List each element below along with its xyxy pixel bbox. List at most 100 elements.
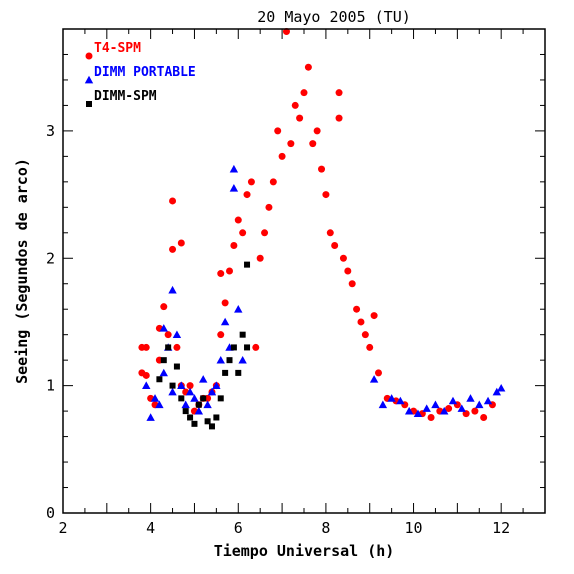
data-point (235, 369, 242, 376)
data-point (221, 299, 229, 307)
data-point (396, 396, 405, 405)
data-point (440, 406, 449, 415)
x-tick-label: 10 (405, 519, 423, 537)
data-point (480, 413, 488, 421)
data-point (217, 270, 225, 278)
x-tick-label: 2 (58, 519, 67, 537)
data-point (222, 369, 229, 376)
data-point (177, 381, 186, 389)
data-point (177, 239, 185, 247)
data-point (256, 254, 264, 262)
data-point (213, 414, 220, 421)
data-point (230, 242, 238, 250)
data-point (234, 216, 242, 224)
data-point (217, 395, 224, 402)
data-point (466, 394, 475, 402)
data-point (361, 331, 369, 339)
series-1 (142, 164, 506, 421)
data-point (142, 381, 151, 389)
data-point (172, 330, 182, 339)
data-point (344, 267, 352, 275)
data-point (475, 400, 484, 409)
data-point (160, 303, 168, 311)
data-point (239, 229, 247, 237)
data-point (448, 396, 458, 405)
data-point (339, 254, 347, 262)
data-point (156, 376, 163, 383)
data-point (261, 229, 269, 237)
x-tick-label: 8 (321, 519, 330, 537)
data-point (471, 407, 479, 415)
y-tick-label: 2 (46, 249, 55, 267)
data-point (427, 413, 435, 421)
data-point (168, 387, 177, 396)
data-point (185, 387, 195, 396)
x-axis-label: Tiempo Universal (h) (214, 542, 395, 560)
data-point (374, 369, 382, 377)
data-point (483, 396, 493, 405)
data-point (159, 368, 168, 377)
data-point (244, 344, 251, 351)
data-point (348, 280, 356, 288)
data-points (138, 28, 506, 430)
data-point (203, 400, 212, 409)
data-point (181, 400, 190, 409)
data-point (226, 267, 234, 275)
x-tick-label: 4 (146, 519, 155, 537)
data-point (165, 344, 172, 351)
data-point (353, 305, 361, 313)
data-point (142, 371, 150, 379)
data-point (230, 344, 237, 351)
data-point (431, 400, 440, 409)
data-point (160, 357, 167, 364)
data-point (204, 418, 211, 425)
data-point (173, 363, 180, 370)
legend-marker (86, 101, 92, 107)
data-point (313, 127, 321, 135)
x-tick-label: 6 (234, 519, 243, 537)
data-point (207, 387, 217, 396)
data-point (331, 242, 339, 250)
data-point (304, 63, 312, 71)
data-point (318, 165, 326, 173)
data-point (335, 114, 343, 122)
data-point (445, 405, 453, 413)
data-point (457, 404, 466, 412)
data-point (244, 261, 251, 268)
chart-title: 20 Mayo 2005 (TU) (257, 8, 411, 26)
data-point (282, 28, 290, 36)
data-point (291, 101, 299, 109)
data-point (155, 400, 164, 409)
data-point (309, 140, 317, 148)
legend-marker (85, 52, 93, 60)
data-point (278, 152, 286, 160)
data-point (252, 343, 260, 351)
data-point (220, 317, 230, 326)
y-tick-label: 3 (46, 122, 55, 140)
data-point (190, 394, 199, 402)
data-point (322, 191, 330, 199)
data-point (195, 401, 202, 408)
data-point (229, 184, 239, 192)
data-point (191, 420, 198, 427)
data-point (422, 404, 431, 412)
data-point (142, 343, 150, 351)
data-point (234, 305, 243, 313)
legend: T4-SPM DIMM PORTABLE DIMM-SPM (84, 41, 196, 107)
data-point (194, 406, 204, 415)
data-point (370, 312, 378, 320)
data-point (238, 355, 247, 364)
data-point (216, 355, 225, 364)
data-point (150, 394, 160, 402)
data-point (182, 408, 189, 415)
data-point (239, 331, 246, 338)
data-point (199, 375, 208, 383)
data-point (413, 409, 423, 418)
series-0 (138, 28, 496, 421)
data-point (146, 413, 155, 421)
data-point (159, 324, 168, 332)
data-point (243, 191, 251, 199)
data-point (296, 114, 304, 122)
